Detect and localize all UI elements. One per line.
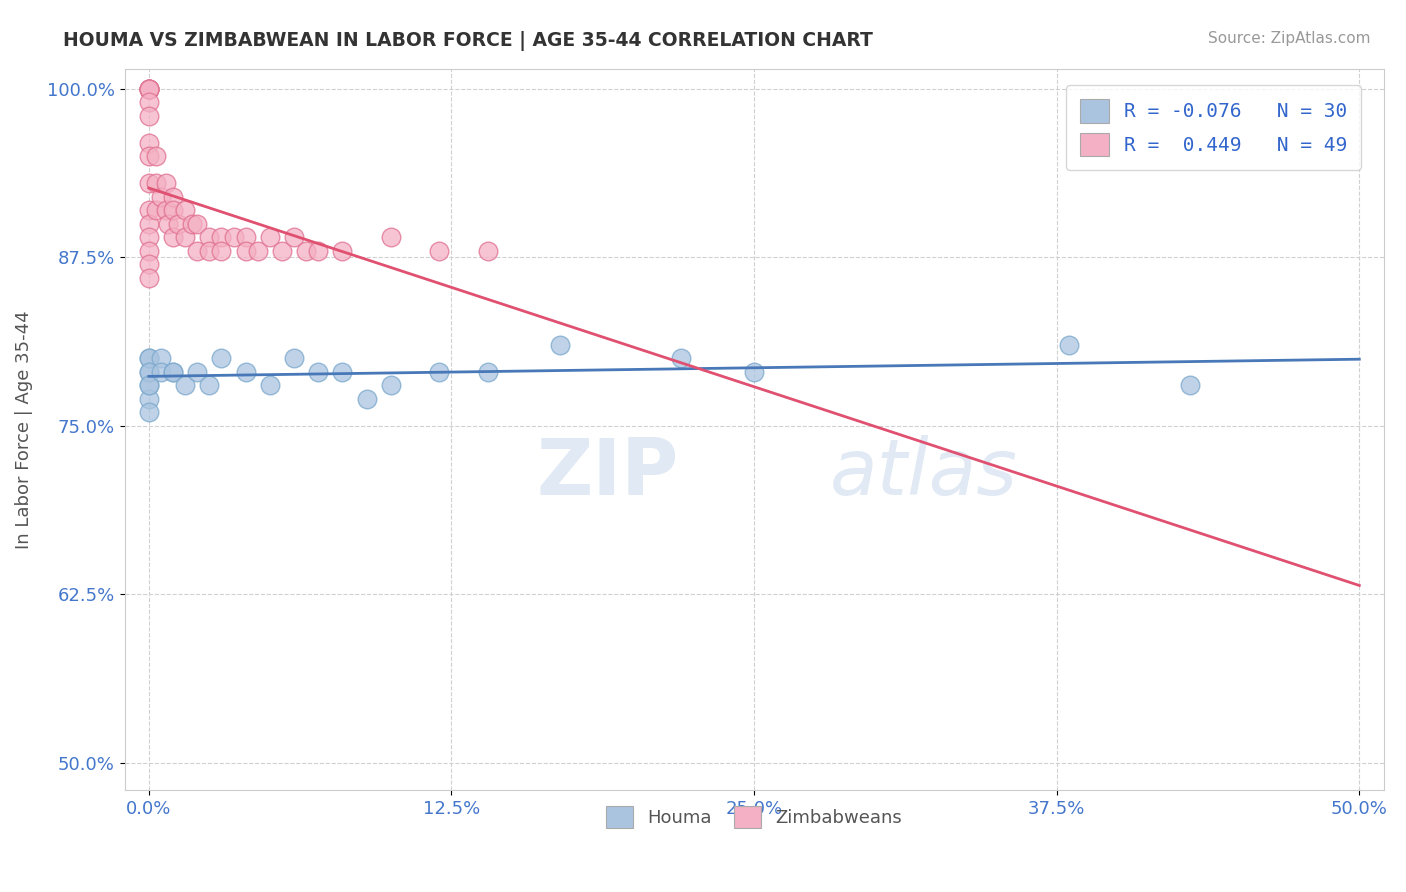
Text: ZIP: ZIP <box>536 434 679 510</box>
Point <box>1178 378 1201 392</box>
Point <box>380 230 402 244</box>
Point <box>157 217 180 231</box>
Point <box>138 176 160 190</box>
Point <box>332 244 354 258</box>
Point <box>162 365 184 379</box>
Point <box>155 176 177 190</box>
Point <box>211 244 233 258</box>
Point <box>1057 338 1080 352</box>
Point <box>235 365 257 379</box>
Point <box>198 244 221 258</box>
Point <box>138 81 160 95</box>
Point <box>246 244 269 258</box>
Text: HOUMA VS ZIMBABWEAN IN LABOR FORCE | AGE 35-44 CORRELATION CHART: HOUMA VS ZIMBABWEAN IN LABOR FORCE | AGE… <box>63 31 873 51</box>
Text: Source: ZipAtlas.com: Source: ZipAtlas.com <box>1208 31 1371 46</box>
Point <box>235 244 257 258</box>
Point <box>477 365 499 379</box>
Point <box>138 405 160 419</box>
Point <box>138 81 160 95</box>
Point <box>235 230 257 244</box>
Point <box>671 351 693 366</box>
Point <box>742 365 765 379</box>
Point <box>138 365 160 379</box>
Point <box>145 203 167 218</box>
Point <box>155 203 177 218</box>
Point <box>138 109 160 123</box>
Point <box>332 365 354 379</box>
Point <box>138 378 160 392</box>
Point <box>174 230 197 244</box>
Point <box>138 230 160 244</box>
Point <box>380 378 402 392</box>
Point <box>198 378 221 392</box>
Point <box>162 203 184 218</box>
Point <box>138 95 160 110</box>
Point <box>138 392 160 406</box>
Point <box>211 230 233 244</box>
Point <box>162 230 184 244</box>
Point <box>138 365 160 379</box>
Point <box>145 176 167 190</box>
Point <box>138 203 160 218</box>
Point <box>283 351 305 366</box>
Point <box>138 244 160 258</box>
Text: atlas: atlas <box>830 434 1018 510</box>
Point <box>138 81 160 95</box>
Point <box>138 81 160 95</box>
Y-axis label: In Labor Force | Age 35-44: In Labor Force | Age 35-44 <box>15 310 32 549</box>
Point <box>550 338 572 352</box>
Point <box>186 365 208 379</box>
Point <box>138 351 160 366</box>
Point <box>259 378 281 392</box>
Point <box>186 217 208 231</box>
Legend: Houma, Zimbabweans: Houma, Zimbabweans <box>599 798 910 835</box>
Point <box>145 149 167 163</box>
Point <box>149 189 172 203</box>
Point <box>307 365 329 379</box>
Point <box>149 365 172 379</box>
Point <box>138 81 160 95</box>
Point <box>186 244 208 258</box>
Point <box>138 217 160 231</box>
Point <box>149 351 172 366</box>
Point <box>138 270 160 285</box>
Point <box>222 230 245 244</box>
Point <box>167 217 190 231</box>
Point <box>211 351 233 366</box>
Point <box>181 217 204 231</box>
Point <box>477 244 499 258</box>
Point <box>356 392 378 406</box>
Point <box>174 378 197 392</box>
Point <box>138 378 160 392</box>
Point <box>162 189 184 203</box>
Point <box>138 149 160 163</box>
Point <box>307 244 329 258</box>
Point <box>259 230 281 244</box>
Point <box>295 244 318 258</box>
Point <box>198 230 221 244</box>
Point <box>138 351 160 366</box>
Point <box>271 244 294 258</box>
Point <box>283 230 305 244</box>
Point <box>174 203 197 218</box>
Point <box>427 244 450 258</box>
Point <box>162 365 184 379</box>
Point <box>138 136 160 150</box>
Point <box>138 257 160 271</box>
Point <box>427 365 450 379</box>
